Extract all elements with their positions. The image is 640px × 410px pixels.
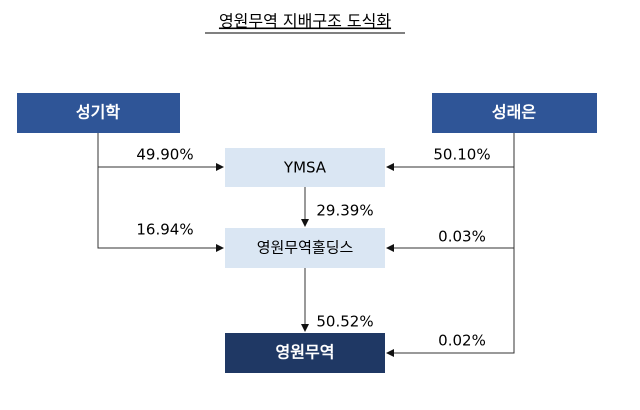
edge-label: 29.39%	[316, 202, 373, 220]
node-box	[432, 93, 597, 133]
node-label: YMSA	[283, 159, 327, 177]
edge-label: 50.10%	[433, 146, 490, 164]
edge-label: 16.94%	[136, 221, 193, 239]
node-label: 성기학	[76, 103, 120, 122]
node-box	[17, 93, 180, 133]
node-label: 영원무역홀딩스	[257, 239, 354, 257]
node-box	[225, 333, 385, 373]
connectors	[97, 133, 515, 357]
node-label: 성래은	[492, 103, 536, 122]
edge-label: 49.90%	[136, 146, 193, 164]
title: 영원무역 지배구조 도식화	[219, 12, 391, 31]
edge-label: 0.03%	[438, 228, 486, 246]
node-label: 영원무역	[276, 343, 335, 362]
node-box	[225, 148, 385, 187]
edge-label: 0.02%	[438, 332, 486, 350]
node-box	[225, 228, 385, 268]
edge-label: 50.52%	[316, 313, 373, 331]
